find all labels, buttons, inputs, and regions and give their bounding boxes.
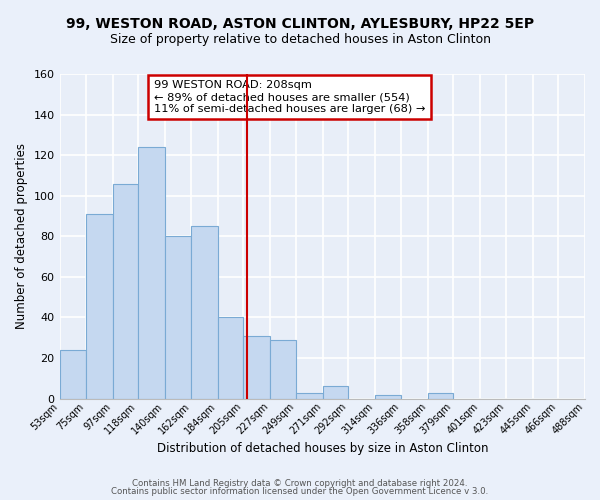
X-axis label: Distribution of detached houses by size in Aston Clinton: Distribution of detached houses by size … (157, 442, 488, 455)
Text: Size of property relative to detached houses in Aston Clinton: Size of property relative to detached ho… (110, 32, 491, 46)
Bar (270, 340, 296, 398)
Bar (428, 392, 454, 398)
Bar (323, 386, 348, 398)
Bar (164, 236, 191, 398)
Bar (218, 318, 243, 398)
Bar (243, 336, 270, 398)
Bar (138, 147, 164, 399)
Text: Contains public sector information licensed under the Open Government Licence v : Contains public sector information licen… (112, 487, 488, 496)
Text: 99, WESTON ROAD, ASTON CLINTON, AYLESBURY, HP22 5EP: 99, WESTON ROAD, ASTON CLINTON, AYLESBUR… (66, 18, 534, 32)
Bar (59, 350, 86, 399)
Bar (191, 226, 218, 398)
Text: 99 WESTON ROAD: 208sqm
← 89% of detached houses are smaller (554)
11% of semi-de: 99 WESTON ROAD: 208sqm ← 89% of detached… (154, 80, 425, 114)
Y-axis label: Number of detached properties: Number of detached properties (15, 144, 28, 330)
Bar (113, 184, 138, 398)
Bar (86, 214, 113, 398)
Bar (375, 394, 401, 398)
Bar (296, 392, 323, 398)
Text: Contains HM Land Registry data © Crown copyright and database right 2024.: Contains HM Land Registry data © Crown c… (132, 478, 468, 488)
